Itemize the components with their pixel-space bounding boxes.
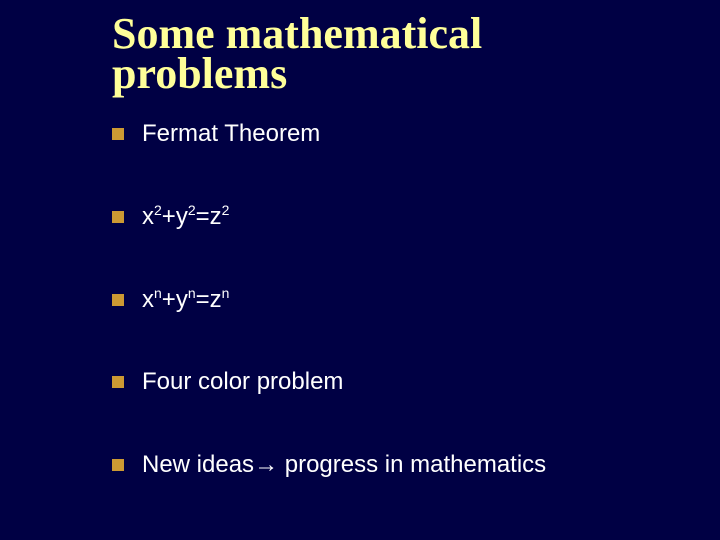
list-item: Fermat Theorem xyxy=(112,120,672,149)
item-text: Fermat Theorem xyxy=(142,120,320,149)
bullet-icon xyxy=(112,294,124,306)
list-item: xn+yn=zn xyxy=(112,286,672,315)
item-text: New ideas→ progress in mathematics xyxy=(142,451,546,480)
bullet-icon xyxy=(112,459,124,471)
item-text: xn+yn=zn xyxy=(142,286,229,315)
list-item: New ideas→ progress in mathematics xyxy=(112,451,672,480)
slide: Some mathematical problems Fermat Theore… xyxy=(0,0,720,540)
item-text: x2+y2=z2 xyxy=(142,203,229,232)
slide-title: Some mathematical problems xyxy=(112,14,482,95)
item-text: Four color problem xyxy=(142,368,343,397)
bullet-icon xyxy=(112,211,124,223)
bullet-icon xyxy=(112,128,124,140)
list-item: Four color problem xyxy=(112,368,672,397)
bullet-icon xyxy=(112,376,124,388)
bullet-list: Fermat Theorem x2+y2=z2 xn+yn=zn Four co… xyxy=(112,120,672,534)
list-item: x2+y2=z2 xyxy=(112,203,672,232)
title-line-2: problems xyxy=(112,49,287,98)
